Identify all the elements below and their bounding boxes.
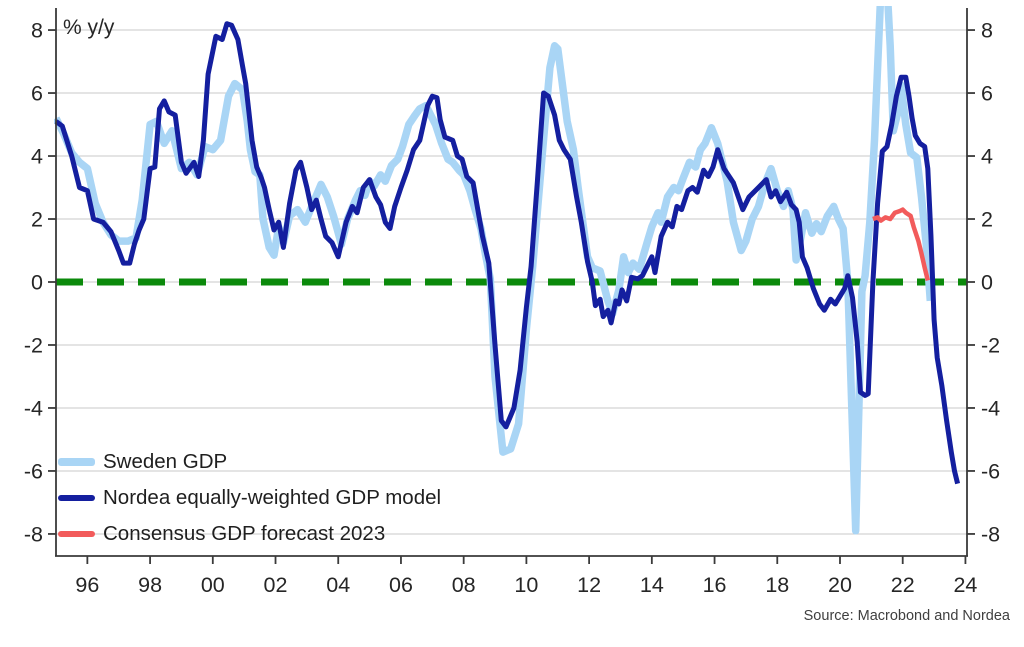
x-axis-tick-label: 02 xyxy=(264,573,288,597)
x-axis-tick-label: 24 xyxy=(953,573,977,597)
y-axis-unit-label: % y/y xyxy=(63,16,115,39)
legend-item-nordea-model: Nordea equally-weighted GDP model xyxy=(58,480,441,516)
x-axis-tick-label: 14 xyxy=(640,573,664,597)
x-axis-tick-label: 96 xyxy=(75,573,99,597)
y-axis-tick-label-left: -2 xyxy=(24,333,43,357)
legend-item-consensus-forecast: Consensus GDP forecast 2023 xyxy=(58,516,441,552)
x-axis-tick-label: 10 xyxy=(514,573,538,597)
y-axis-tick-label-left: 2 xyxy=(31,208,43,232)
y-axis-tick-label-right: -8 xyxy=(981,522,1000,546)
y-axis-tick-label-right: 8 xyxy=(981,19,993,43)
x-axis-tick-label: 12 xyxy=(577,573,601,597)
tick-labels: 8 86 64 42 20 0-2 -2-4 -4-6 -6-8 -896 98 00 02 04 06 08… xyxy=(24,19,1000,597)
y-axis-tick-label-right: 4 xyxy=(981,145,993,169)
y-axis-tick-label-left: -6 xyxy=(24,459,43,483)
series-nordea-model-line xyxy=(54,21,961,485)
x-axis-tick-label: 04 xyxy=(326,573,350,597)
y-axis-tick-label-left: -8 xyxy=(24,522,43,546)
y-axis-tick-label-left: 4 xyxy=(31,145,43,169)
legend-label-consensus-forecast: Consensus GDP forecast 2023 xyxy=(103,522,386,545)
x-axis-tick-label: 16 xyxy=(703,573,727,597)
y-axis-tick-label-right: 6 xyxy=(981,82,993,106)
legend-swatch-sweden-gdp xyxy=(58,458,95,466)
y-axis-tick-label-right: -4 xyxy=(981,396,1000,420)
x-axis-tick-label: 06 xyxy=(389,573,413,597)
legend-swatch-consensus-forecast xyxy=(58,531,95,537)
tick-marks xyxy=(48,29,975,564)
legend-label-sweden-gdp: Sweden GDP xyxy=(103,450,228,473)
source-note: Source: Macrobond and Nordea xyxy=(803,608,1010,624)
y-axis-tick-label-left: 6 xyxy=(31,82,43,106)
x-axis-tick-label: 00 xyxy=(201,573,225,597)
x-axis-tick-label: 20 xyxy=(828,573,852,597)
y-axis-tick-label-right: -2 xyxy=(981,333,1000,357)
chart-legend: Sweden GDP Nordea equally-weighted GDP m… xyxy=(58,444,441,552)
x-axis-tick-label: 18 xyxy=(765,573,789,597)
x-axis-tick-label: 08 xyxy=(452,573,476,597)
y-axis-tick-label-right: -6 xyxy=(981,459,1000,483)
legend-item-sweden-gdp: Sweden GDP xyxy=(58,444,441,480)
x-axis-tick-label: 98 xyxy=(138,573,162,597)
y-axis-tick-label-left: 8 xyxy=(31,19,43,43)
series-consensus-forecast-line xyxy=(872,207,930,281)
y-axis-tick-label-right: 0 xyxy=(981,271,993,295)
series-group xyxy=(54,6,961,535)
y-axis-tick-label-left: -4 xyxy=(24,396,43,420)
y-axis-tick-label-right: 2 xyxy=(981,208,993,232)
y-axis-tick-label-left: 0 xyxy=(31,271,43,295)
legend-swatch-nordea-model xyxy=(58,495,95,501)
x-axis-tick-label: 22 xyxy=(891,573,915,597)
legend-label-nordea-model: Nordea equally-weighted GDP model xyxy=(103,486,442,509)
